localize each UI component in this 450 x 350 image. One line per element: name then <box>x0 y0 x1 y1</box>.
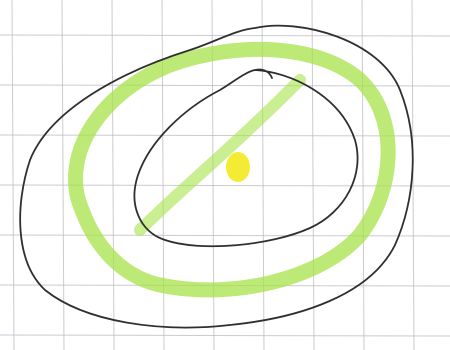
grid-line <box>0 234 450 237</box>
grid-line <box>361 0 365 350</box>
grid-line <box>111 0 115 350</box>
grid-line <box>61 0 65 350</box>
outer-contour-loop <box>19 24 414 329</box>
grid-line <box>11 0 15 350</box>
inner-contour-loop <box>133 68 359 248</box>
green-diagonal-stroke <box>134 74 306 236</box>
center-dot-marker <box>226 152 250 182</box>
grid-line <box>0 134 450 137</box>
green-highlighter-band <box>68 41 396 298</box>
grid-line <box>0 334 450 337</box>
grid-line <box>0 34 450 37</box>
